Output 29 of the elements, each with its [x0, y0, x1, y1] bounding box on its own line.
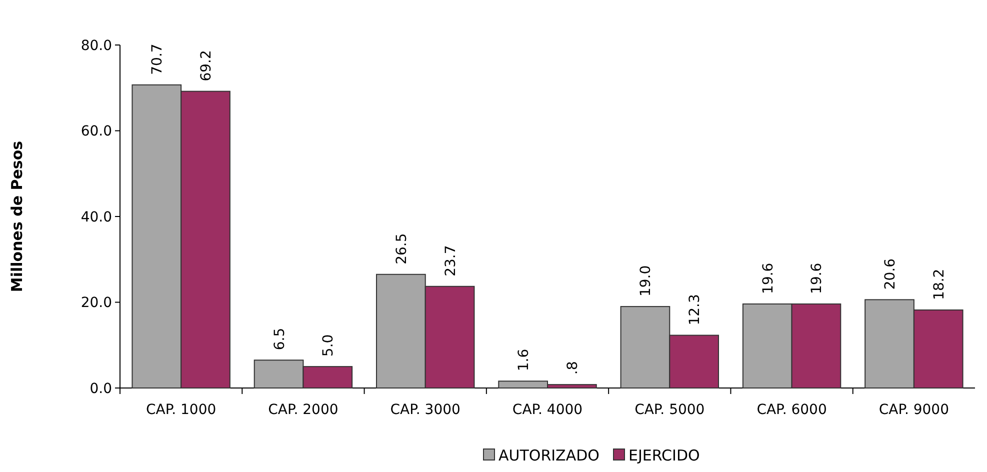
x-tick-label: CAP. 5000: [634, 402, 705, 418]
data-label: 26.5: [394, 233, 410, 264]
data-label: 12.3: [687, 294, 704, 326]
x-tick-label: CAP. 2000: [268, 402, 338, 418]
data-label: 23.7: [442, 245, 459, 276]
data-label: 6.5: [272, 328, 288, 350]
data-label: 19.6: [809, 262, 826, 294]
y-tick-label: 20.0: [80, 295, 112, 312]
x-tick-label: CAP. 4000: [512, 402, 583, 418]
y-tick-label: 40.0: [80, 209, 112, 226]
x-tick-label: CAP. 9000: [878, 402, 950, 418]
y-axis-title: Millones de Pesos: [8, 140, 26, 292]
data-label: 70.7: [150, 44, 166, 75]
x-tick-label: CAP. 1000: [146, 402, 216, 418]
y-tick-label: 80.0: [80, 38, 112, 54]
x-tick-label: CAP. 6000: [756, 402, 827, 418]
data-label: 19.6: [760, 262, 776, 294]
y-tick-label: 60.0: [80, 124, 112, 140]
data-label: 1.6: [516, 348, 532, 372]
data-label: .8: [564, 361, 581, 375]
legend-label: AUTORIZADO: [498, 446, 600, 464]
y-tick-label: 0.0: [90, 380, 112, 397]
data-label: 20.6: [882, 258, 898, 290]
data-label: 19.0: [638, 265, 654, 297]
legend-label: EJERCIDO: [628, 446, 700, 464]
data-label: 69.2: [198, 50, 214, 82]
x-tick-label: CAP. 3000: [390, 402, 460, 418]
data-label: 5.0: [320, 334, 337, 357]
data-label: 18.2: [931, 268, 948, 300]
